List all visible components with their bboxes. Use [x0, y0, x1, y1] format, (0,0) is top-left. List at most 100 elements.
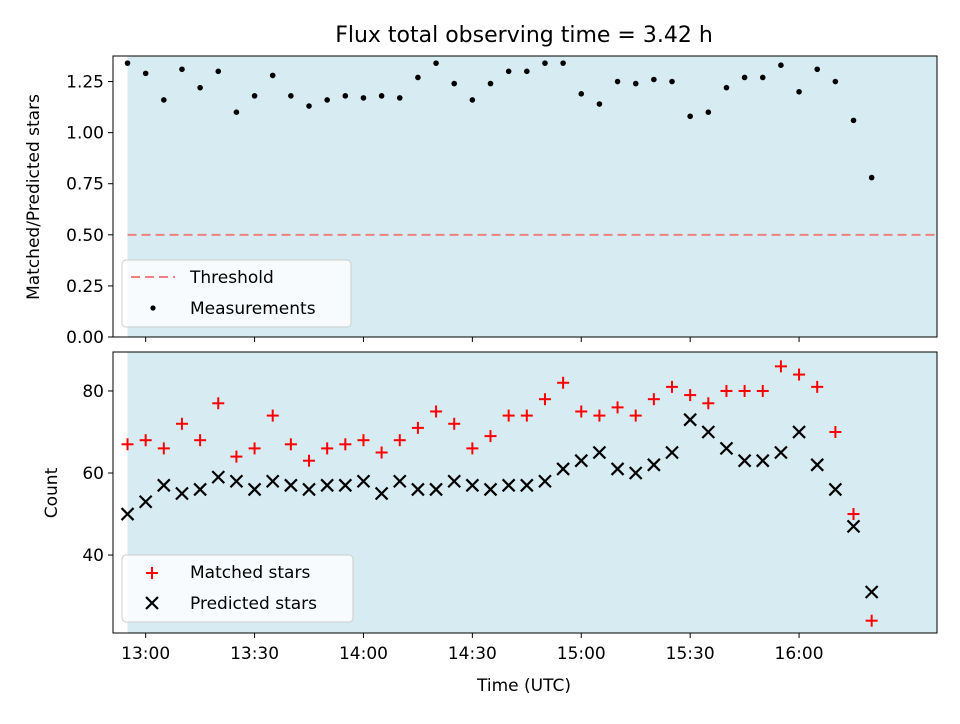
ratio-y-tick-label: 1.25 — [66, 73, 104, 93]
matched-stars-point — [738, 384, 751, 397]
matched-stars-point — [575, 405, 588, 418]
threshold-legend-label: Threshold — [189, 268, 274, 288]
measurement-point — [632, 80, 639, 87]
measurement-point — [596, 101, 603, 107]
matched-stars-point — [339, 438, 352, 451]
matched-stars-point — [538, 393, 551, 406]
predicted-stars-point — [592, 445, 607, 460]
measurement-point — [161, 97, 167, 103]
predicted-stars-point — [465, 478, 480, 493]
predicted-stars-point — [138, 494, 153, 509]
measurement-point — [233, 109, 240, 115]
predicted-stars-point — [574, 453, 589, 468]
predicted-stars-point — [429, 482, 443, 497]
x-axis-label: Time (UTC) — [476, 676, 571, 696]
matched-stars-point — [466, 442, 479, 455]
measurement-point — [215, 68, 222, 75]
measurement-point — [669, 78, 675, 85]
predicted-stars-point — [229, 474, 244, 488]
matched-stars-point — [266, 409, 279, 422]
predicted-stars-point — [356, 474, 371, 488]
predicted-stars-point — [628, 466, 643, 480]
predicted-stars-point — [683, 412, 697, 427]
measurement-point — [560, 60, 566, 66]
x-tick-label: 15:30 — [666, 644, 715, 664]
measurement-point — [614, 78, 621, 85]
matched-stars-point — [647, 393, 660, 406]
measurement-point — [415, 74, 421, 81]
count-panel-frame — [112, 351, 938, 634]
predicted-legend-label: Predicted stars — [190, 594, 317, 614]
measurement-point — [396, 95, 403, 101]
matched-stars-point — [212, 397, 225, 410]
ratio-y-tick-label: 0.75 — [66, 175, 104, 195]
matched-stars-point — [702, 397, 715, 410]
measurement-point — [142, 70, 149, 77]
predicted-stars-point — [828, 482, 843, 497]
measurement-point — [342, 93, 349, 99]
predicted-stars-point — [157, 478, 171, 493]
matched-stars-point — [175, 417, 188, 430]
matched-stars-point — [756, 384, 769, 397]
predicted-stars-point — [810, 458, 824, 472]
count-legend: Matched stars Predicted stars — [121, 554, 354, 623]
measurement-point — [360, 95, 367, 101]
matched-stars-point — [593, 409, 606, 422]
x-tick-label: 15:00 — [557, 644, 606, 664]
measurement-point — [324, 97, 330, 103]
x-tick-label: 13:00 — [121, 644, 170, 664]
predicted-stars-point — [175, 486, 189, 501]
measurement-point — [378, 93, 385, 99]
ratio-y-tick-label: 0.25 — [66, 277, 104, 297]
matched-stars-point — [847, 508, 860, 521]
predicted-stars-point — [374, 486, 389, 501]
matched-stars-point — [448, 417, 461, 430]
predicted-stars-point — [755, 453, 770, 468]
matched-stars-point — [375, 446, 388, 459]
matched-stars-point — [303, 454, 316, 467]
predicted-stars-point — [447, 474, 461, 488]
measurement-point — [868, 174, 875, 181]
measurement-point — [487, 80, 494, 87]
predicted-stars-point — [247, 482, 262, 497]
predicted-stars-point — [846, 519, 861, 534]
measurement-point — [524, 68, 530, 75]
matched-stars-point — [502, 409, 515, 422]
chart-title: Flux total observing time = 3.42 h — [335, 23, 713, 48]
ratio-panel: 0.00 0.25 0.50 0.75 1.00 1.25 Flux total obse… — [24, 23, 938, 348]
predicted-stars-point — [120, 507, 135, 521]
matched-stars-point — [321, 442, 334, 455]
matched-stars-point — [430, 405, 443, 418]
predicted-stars-point — [193, 482, 207, 497]
measurement-point — [124, 60, 131, 66]
count-y-axis-label: Count — [42, 467, 62, 518]
measurement-point — [778, 62, 784, 68]
predicted-stars-point — [302, 482, 316, 497]
matched-stars-point — [865, 614, 878, 627]
matched-stars-point — [484, 430, 497, 443]
measurement-point — [433, 60, 439, 66]
predicted-stars-point — [665, 445, 679, 460]
measurement-point — [251, 93, 258, 99]
predicted-stars-point — [538, 474, 552, 488]
matched-stars-point — [774, 360, 787, 373]
predicted-stars-point — [265, 474, 280, 488]
matched-stars-point — [157, 442, 170, 455]
matched-stars-point — [557, 376, 570, 389]
count-legend-box — [121, 554, 354, 623]
x-tick-label: 13:30 — [230, 644, 279, 664]
ratio-legend: Threshold Measurements — [121, 259, 352, 328]
predicted-stars-point — [610, 462, 625, 476]
measurement-point — [759, 74, 766, 81]
x-tick-label: 16:00 — [775, 644, 824, 664]
measurement-point — [269, 72, 276, 79]
matched-stars-point — [829, 425, 842, 438]
matched-stars-point — [121, 438, 134, 451]
matched-stars-point — [684, 389, 697, 402]
ratio-y-tick-label: 0.00 — [66, 328, 104, 348]
predicted-stars-point — [411, 482, 425, 497]
measurements-legend-label: Measurements — [190, 299, 316, 319]
measurement-point — [505, 68, 512, 75]
measurement-point — [651, 76, 657, 83]
measurement-point — [723, 84, 730, 91]
